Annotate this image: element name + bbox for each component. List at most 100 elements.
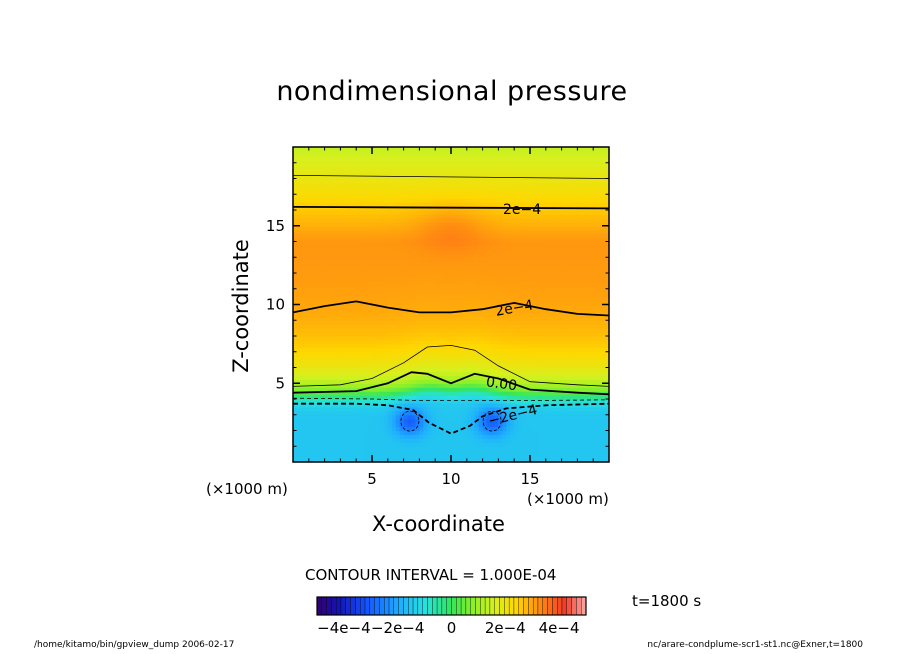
field-cell	[494, 383, 499, 388]
field-cell	[435, 269, 440, 274]
field-cell	[296, 332, 302, 337]
field-cell	[372, 253, 377, 258]
field-cell	[360, 237, 365, 243]
field-cell	[328, 210, 334, 215]
field-cell	[383, 174, 389, 180]
field-cell	[458, 430, 464, 436]
field-cell	[344, 422, 349, 428]
field-cell	[466, 229, 472, 235]
field-cell	[348, 414, 353, 420]
field-cell	[391, 442, 397, 447]
field-cell	[478, 387, 484, 392]
field-cell	[510, 190, 515, 195]
field-cell	[474, 170, 480, 176]
field-cell	[304, 166, 310, 172]
field-cell	[364, 284, 369, 290]
field-cell	[308, 276, 314, 282]
field-cell	[510, 399, 515, 404]
field-cell	[427, 402, 432, 408]
field-cell	[296, 434, 302, 439]
field-cell	[391, 147, 397, 152]
field-cell	[308, 304, 314, 310]
field-cell	[332, 410, 338, 416]
field-cell	[379, 454, 385, 459]
field-cell	[383, 158, 389, 164]
field-cell	[352, 186, 357, 191]
field-cell	[379, 391, 385, 396]
field-cell	[296, 276, 302, 282]
field-cell	[419, 241, 424, 247]
field-cell	[383, 371, 389, 376]
field-cell	[427, 438, 432, 443]
field-cell	[494, 387, 499, 392]
field-cell	[462, 450, 468, 455]
field-cell	[344, 351, 349, 357]
field-cell	[308, 391, 314, 396]
field-cell	[399, 273, 405, 278]
field-cell	[411, 375, 417, 380]
field-cell	[320, 213, 326, 219]
field-cell	[364, 166, 369, 172]
field-cell	[486, 182, 492, 187]
field-cell	[300, 359, 306, 365]
field-cell	[352, 332, 357, 337]
field-cell	[510, 261, 515, 266]
field-cell	[514, 320, 519, 325]
field-cell	[490, 418, 496, 424]
field-cell	[352, 363, 357, 369]
field-cell	[308, 194, 314, 199]
field-cell	[399, 347, 405, 353]
field-cell	[368, 280, 373, 286]
field-cell	[526, 276, 531, 282]
field-cell	[454, 253, 460, 258]
field-cell	[474, 225, 480, 231]
field-cell	[458, 375, 464, 380]
field-cell	[395, 158, 401, 164]
field-cell	[502, 265, 507, 270]
field-cell	[403, 324, 409, 329]
field-cell	[360, 147, 365, 152]
field-cell	[502, 446, 507, 451]
field-cell	[293, 186, 298, 191]
field-cell	[530, 383, 535, 388]
field-cell	[415, 158, 420, 164]
field-cell	[348, 383, 353, 388]
field-cell	[486, 261, 492, 266]
field-cell	[435, 265, 440, 270]
field-cell	[458, 182, 464, 187]
field-cell	[526, 442, 531, 447]
field-cell	[312, 458, 318, 462]
field-cell	[340, 387, 345, 392]
field-cell	[336, 312, 341, 317]
field-cell	[530, 316, 535, 321]
field-cell	[387, 316, 393, 321]
field-cell	[530, 284, 535, 290]
field-cell	[415, 288, 420, 294]
field-cell	[506, 359, 511, 365]
field-cell	[340, 363, 345, 369]
field-cell	[419, 229, 424, 235]
field-cell	[470, 383, 476, 388]
field-cell	[498, 166, 503, 172]
field-cell	[387, 261, 393, 266]
field-cell	[324, 265, 330, 270]
field-cell	[518, 225, 523, 231]
field-cell	[451, 186, 456, 191]
field-cell	[427, 316, 432, 321]
field-cell	[518, 245, 523, 250]
field-cell	[533, 359, 539, 365]
field-cell	[435, 332, 440, 337]
field-cell	[411, 158, 417, 164]
field-cell	[431, 450, 436, 455]
field-cell	[474, 332, 480, 337]
field-cell	[383, 253, 389, 258]
field-cell	[395, 217, 401, 223]
field-cell	[443, 422, 448, 428]
field-cell	[320, 253, 326, 258]
field-cell	[300, 454, 306, 459]
field-cell	[360, 206, 365, 211]
field-cell	[332, 170, 338, 176]
field-cell	[304, 343, 310, 349]
field-cell	[423, 422, 428, 428]
field-cell	[375, 257, 381, 262]
